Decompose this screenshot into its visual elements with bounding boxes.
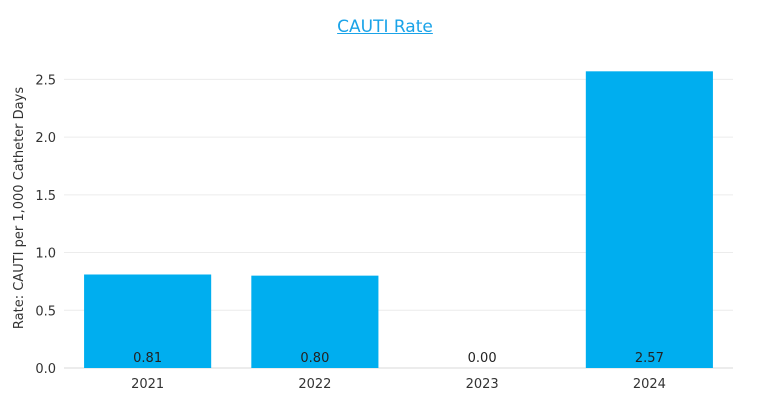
chart-title[interactable]: CAUTI Rate xyxy=(337,17,433,37)
bar-2024[interactable] xyxy=(585,71,713,369)
x-tick-label: 2024 xyxy=(633,377,666,392)
data-label: 0.00 xyxy=(468,351,497,366)
data-label: 0.80 xyxy=(300,351,329,366)
x-tick-label: 2023 xyxy=(466,377,499,392)
y-axis-ticks: 0.0 0.5 1.0 1.5 2.0 2.5 xyxy=(35,73,56,377)
y-axis-title: Rate: CAUTI per 1,000 Catheter Days xyxy=(12,87,27,329)
bar-2021[interactable] xyxy=(84,274,212,368)
data-label: 2.57 xyxy=(635,351,664,366)
bars xyxy=(84,71,713,369)
y-tick-label: 2.0 xyxy=(35,131,56,146)
data-labels: 0.81 0.80 0.00 2.57 xyxy=(133,351,664,366)
x-tick-label: 2022 xyxy=(298,377,331,392)
y-tick-label: 1.0 xyxy=(35,247,56,262)
x-tick-label: 2021 xyxy=(131,377,164,392)
y-tick-label: 0.5 xyxy=(35,304,56,319)
bar-2022[interactable] xyxy=(251,275,379,368)
y-tick-label: 0.0 xyxy=(35,362,56,377)
data-label: 0.81 xyxy=(133,351,162,366)
y-tick-label: 1.5 xyxy=(35,189,56,204)
y-tick-label: 2.5 xyxy=(35,73,56,88)
x-axis-ticks: 2021 2022 2023 2024 xyxy=(131,377,666,392)
